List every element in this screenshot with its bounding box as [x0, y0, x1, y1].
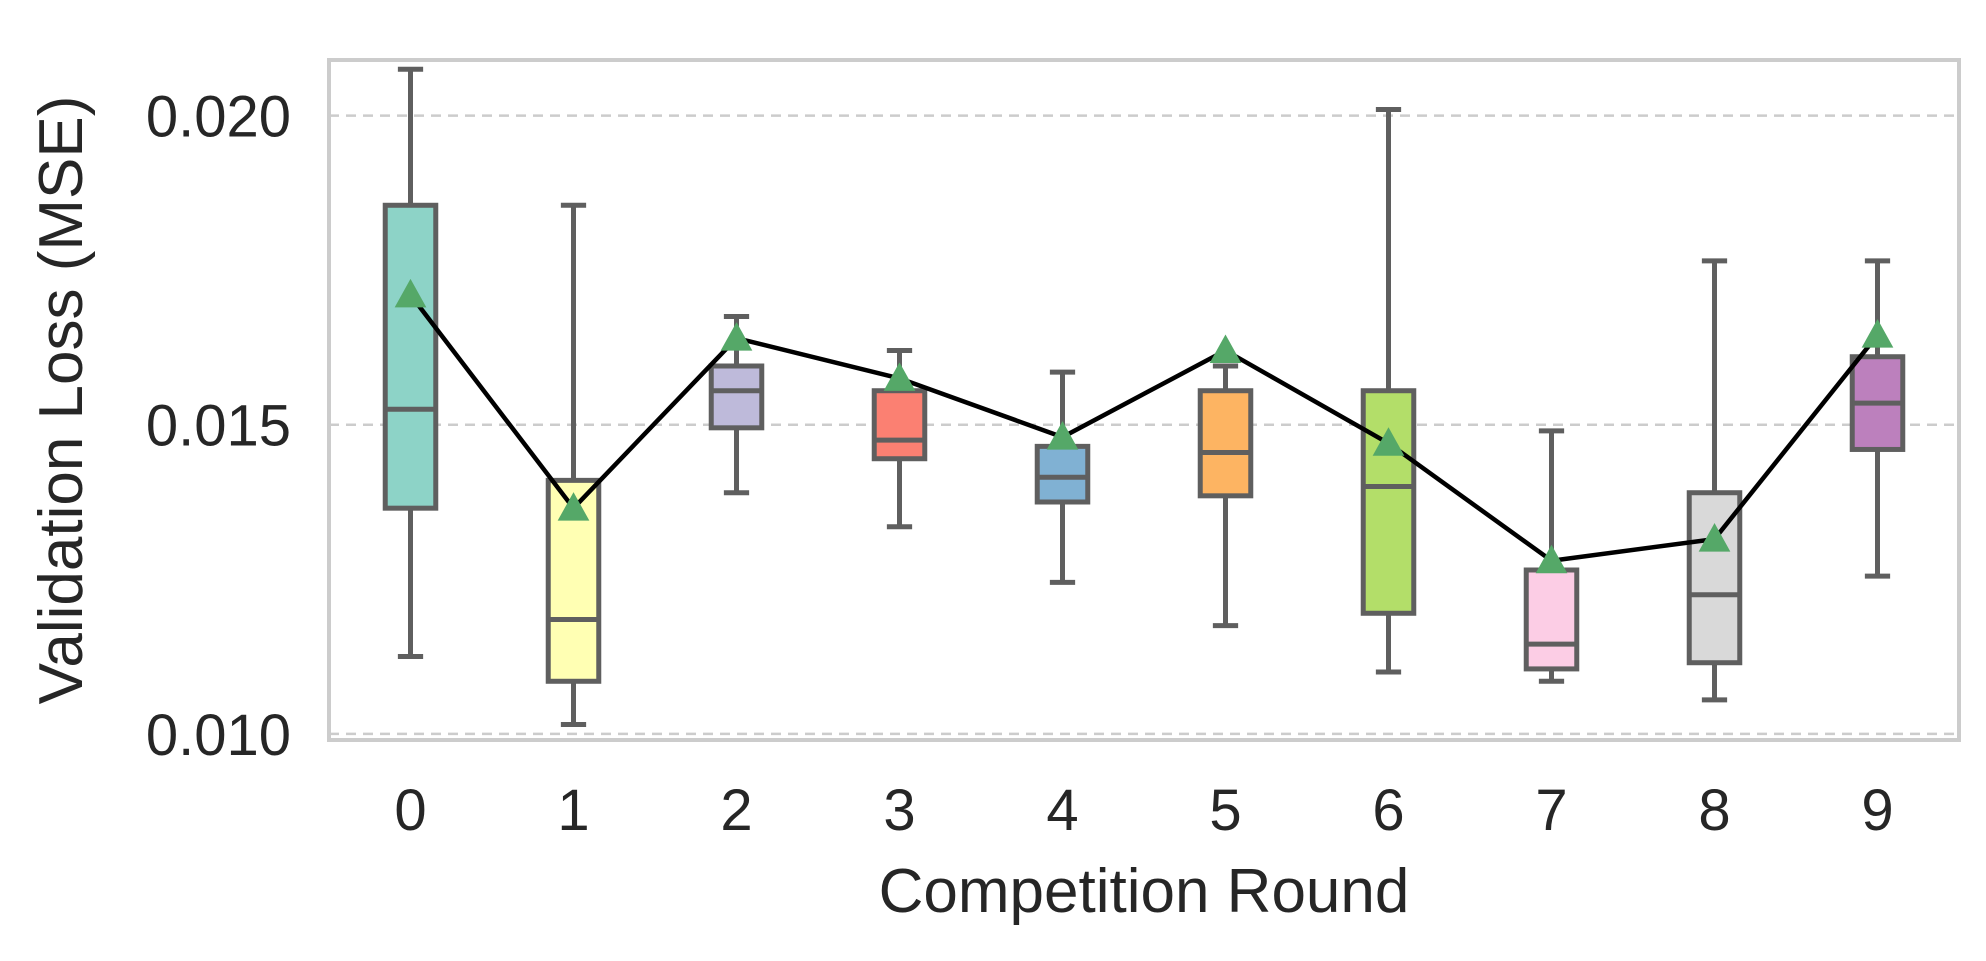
boxes: [382, 202, 1906, 684]
x-tick-label: 9: [1861, 778, 1893, 843]
mean-marker: [883, 362, 916, 391]
y-tick-labels: 0.010 0.015 0.020: [146, 85, 291, 768]
x-tick-label: 5: [1209, 778, 1241, 843]
mean-marker: [1861, 319, 1894, 348]
mean-marker: [1698, 523, 1731, 552]
box-round-0: [382, 202, 439, 511]
x-tick-label: 4: [1046, 778, 1078, 843]
x-tick-label: 8: [1698, 778, 1730, 843]
x-tick-label: 7: [1535, 778, 1567, 843]
box-round-5: [1197, 388, 1254, 499]
mean-marker: [1372, 427, 1405, 456]
mean-series: [394, 278, 1894, 574]
plot-frame: [327, 58, 1961, 742]
y-tick-label: 0.010: [146, 703, 291, 768]
y-tick-label: 0.020: [146, 85, 291, 150]
x-tick-label: 6: [1372, 778, 1404, 843]
x-tick-label: 2: [720, 778, 752, 843]
x-tick-label: 1: [557, 778, 589, 843]
x-axis-label: Competition Round: [879, 857, 1410, 926]
x-tick-label: 3: [883, 778, 915, 843]
x-tick-label: 0: [394, 778, 426, 843]
box-round-6: [1360, 388, 1417, 616]
box-round-8: [1686, 490, 1743, 666]
mean-line: [408, 293, 1880, 563]
y-axis-label: Validation Loss (MSE): [27, 96, 96, 705]
mean-marker: [1046, 421, 1079, 450]
mean-marker: [720, 322, 753, 351]
mean-marker: [557, 492, 590, 521]
mean-marker: [394, 278, 427, 308]
box-round-4: [1034, 443, 1091, 505]
box-round-2: [708, 363, 765, 431]
box-round-7: [1523, 567, 1580, 672]
mean-marker: [1535, 544, 1568, 574]
x-tick-labels: 0 1 2 3 4 5 6 7 8 9: [394, 778, 1893, 843]
y-tick-label: 0.015: [146, 394, 291, 459]
box-round-3: [871, 388, 928, 462]
whiskers: [397, 66, 1891, 728]
mean-marker: [1209, 334, 1242, 364]
